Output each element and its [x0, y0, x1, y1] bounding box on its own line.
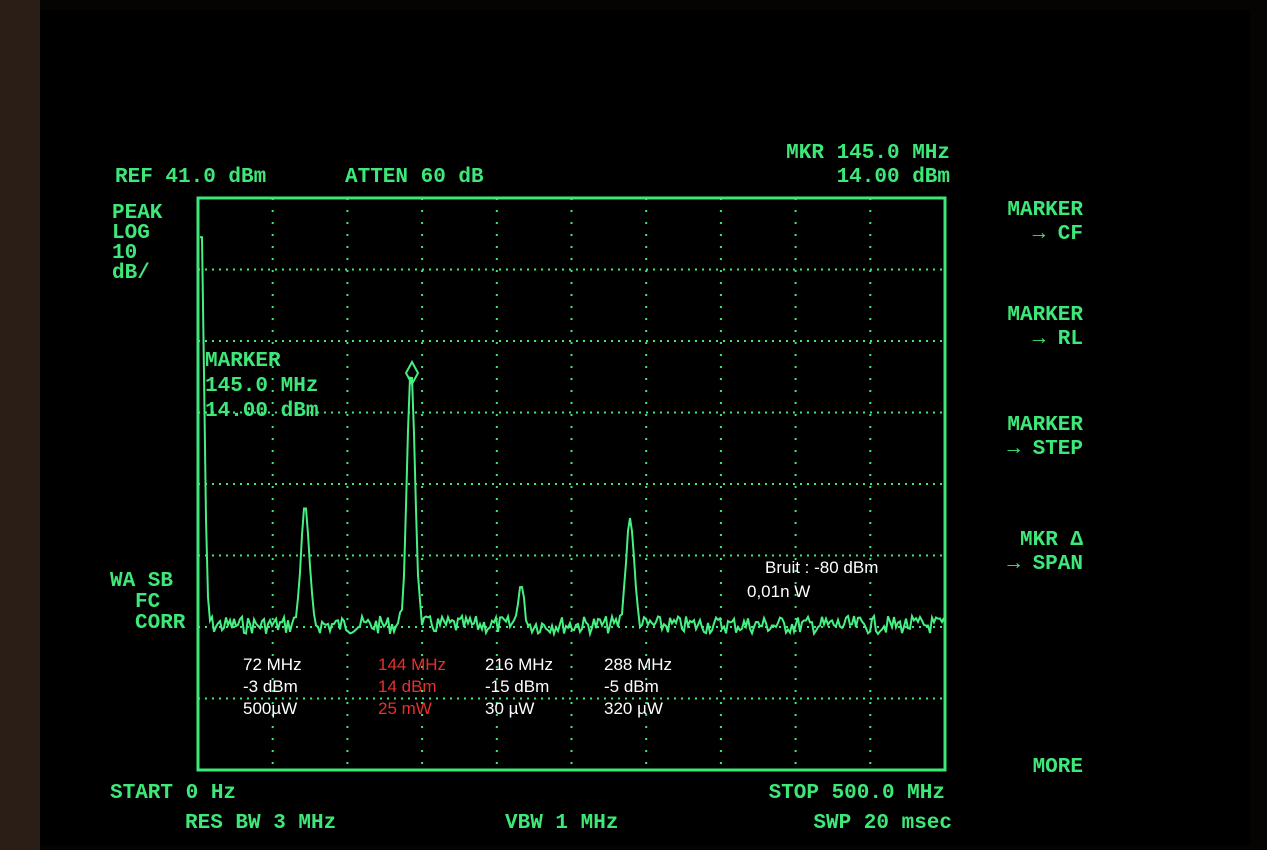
noise-power: 0,01n W	[747, 582, 810, 601]
resolution-bw: RES BW 3 MHz	[185, 812, 336, 835]
softkey-label[interactable]: MARKER	[1007, 199, 1083, 222]
peak-annotation: 320 µW	[604, 699, 663, 718]
softkey-label[interactable]: → SPAN	[1007, 553, 1083, 576]
left-label: CORR	[135, 612, 186, 635]
marker-frequency: MKR 145.0 MHz	[786, 142, 950, 165]
softkey-label[interactable]: → STEP	[1007, 438, 1083, 461]
peak-annotation: -15 dBm	[485, 677, 549, 696]
softkey-label[interactable]: → RL	[1033, 328, 1083, 351]
left-label: dB/	[112, 262, 150, 285]
left-label: FC	[135, 591, 161, 614]
marker-level: 14.00 dBm	[837, 166, 950, 189]
peak-annotation: 25 mW	[378, 699, 432, 718]
peak-annotation: 144 MHz	[378, 655, 446, 674]
marker-readout: 14.00 dBm	[205, 400, 318, 423]
peak-annotation: 216 MHz	[485, 655, 553, 674]
left-label: WA SB	[110, 570, 173, 593]
attenuation: ATTEN 60 dB	[345, 166, 484, 189]
stop-frequency: STOP 500.0 MHz	[769, 782, 945, 805]
softkey-label[interactable]: MARKER	[1007, 414, 1083, 437]
peak-annotation: 14 dBm	[378, 677, 437, 696]
screen: REF 41.0 dBmATTEN 60 dBMKR 145.0 MHz14.0…	[0, 0, 1267, 850]
peak-annotation: 72 MHz	[243, 655, 302, 674]
video-bw: VBW 1 MHz	[505, 812, 618, 835]
peak-annotation: 30 µW	[485, 699, 534, 718]
softkey-label[interactable]: MORE	[1033, 756, 1083, 779]
sweep-time: SWP 20 msec	[813, 812, 952, 835]
peak-annotation: -5 dBm	[604, 677, 659, 696]
bezel-edge	[0, 0, 40, 850]
start-frequency: START 0 Hz	[110, 782, 236, 805]
peak-annotation: 288 MHz	[604, 655, 672, 674]
ref-level: REF 41.0 dBm	[115, 166, 266, 189]
softkey-label[interactable]: MARKER	[1007, 304, 1083, 327]
marker-readout: 145.0 MHz	[205, 375, 318, 398]
peak-annotation: -3 dBm	[243, 677, 298, 696]
peak-annotation: 500µW	[243, 699, 297, 718]
marker-readout: MARKER	[205, 350, 281, 373]
softkey-label[interactable]: MKR Δ	[1020, 529, 1083, 552]
noise-level: Bruit : -80 dBm	[765, 558, 878, 577]
softkey-label[interactable]: → CF	[1033, 223, 1083, 246]
